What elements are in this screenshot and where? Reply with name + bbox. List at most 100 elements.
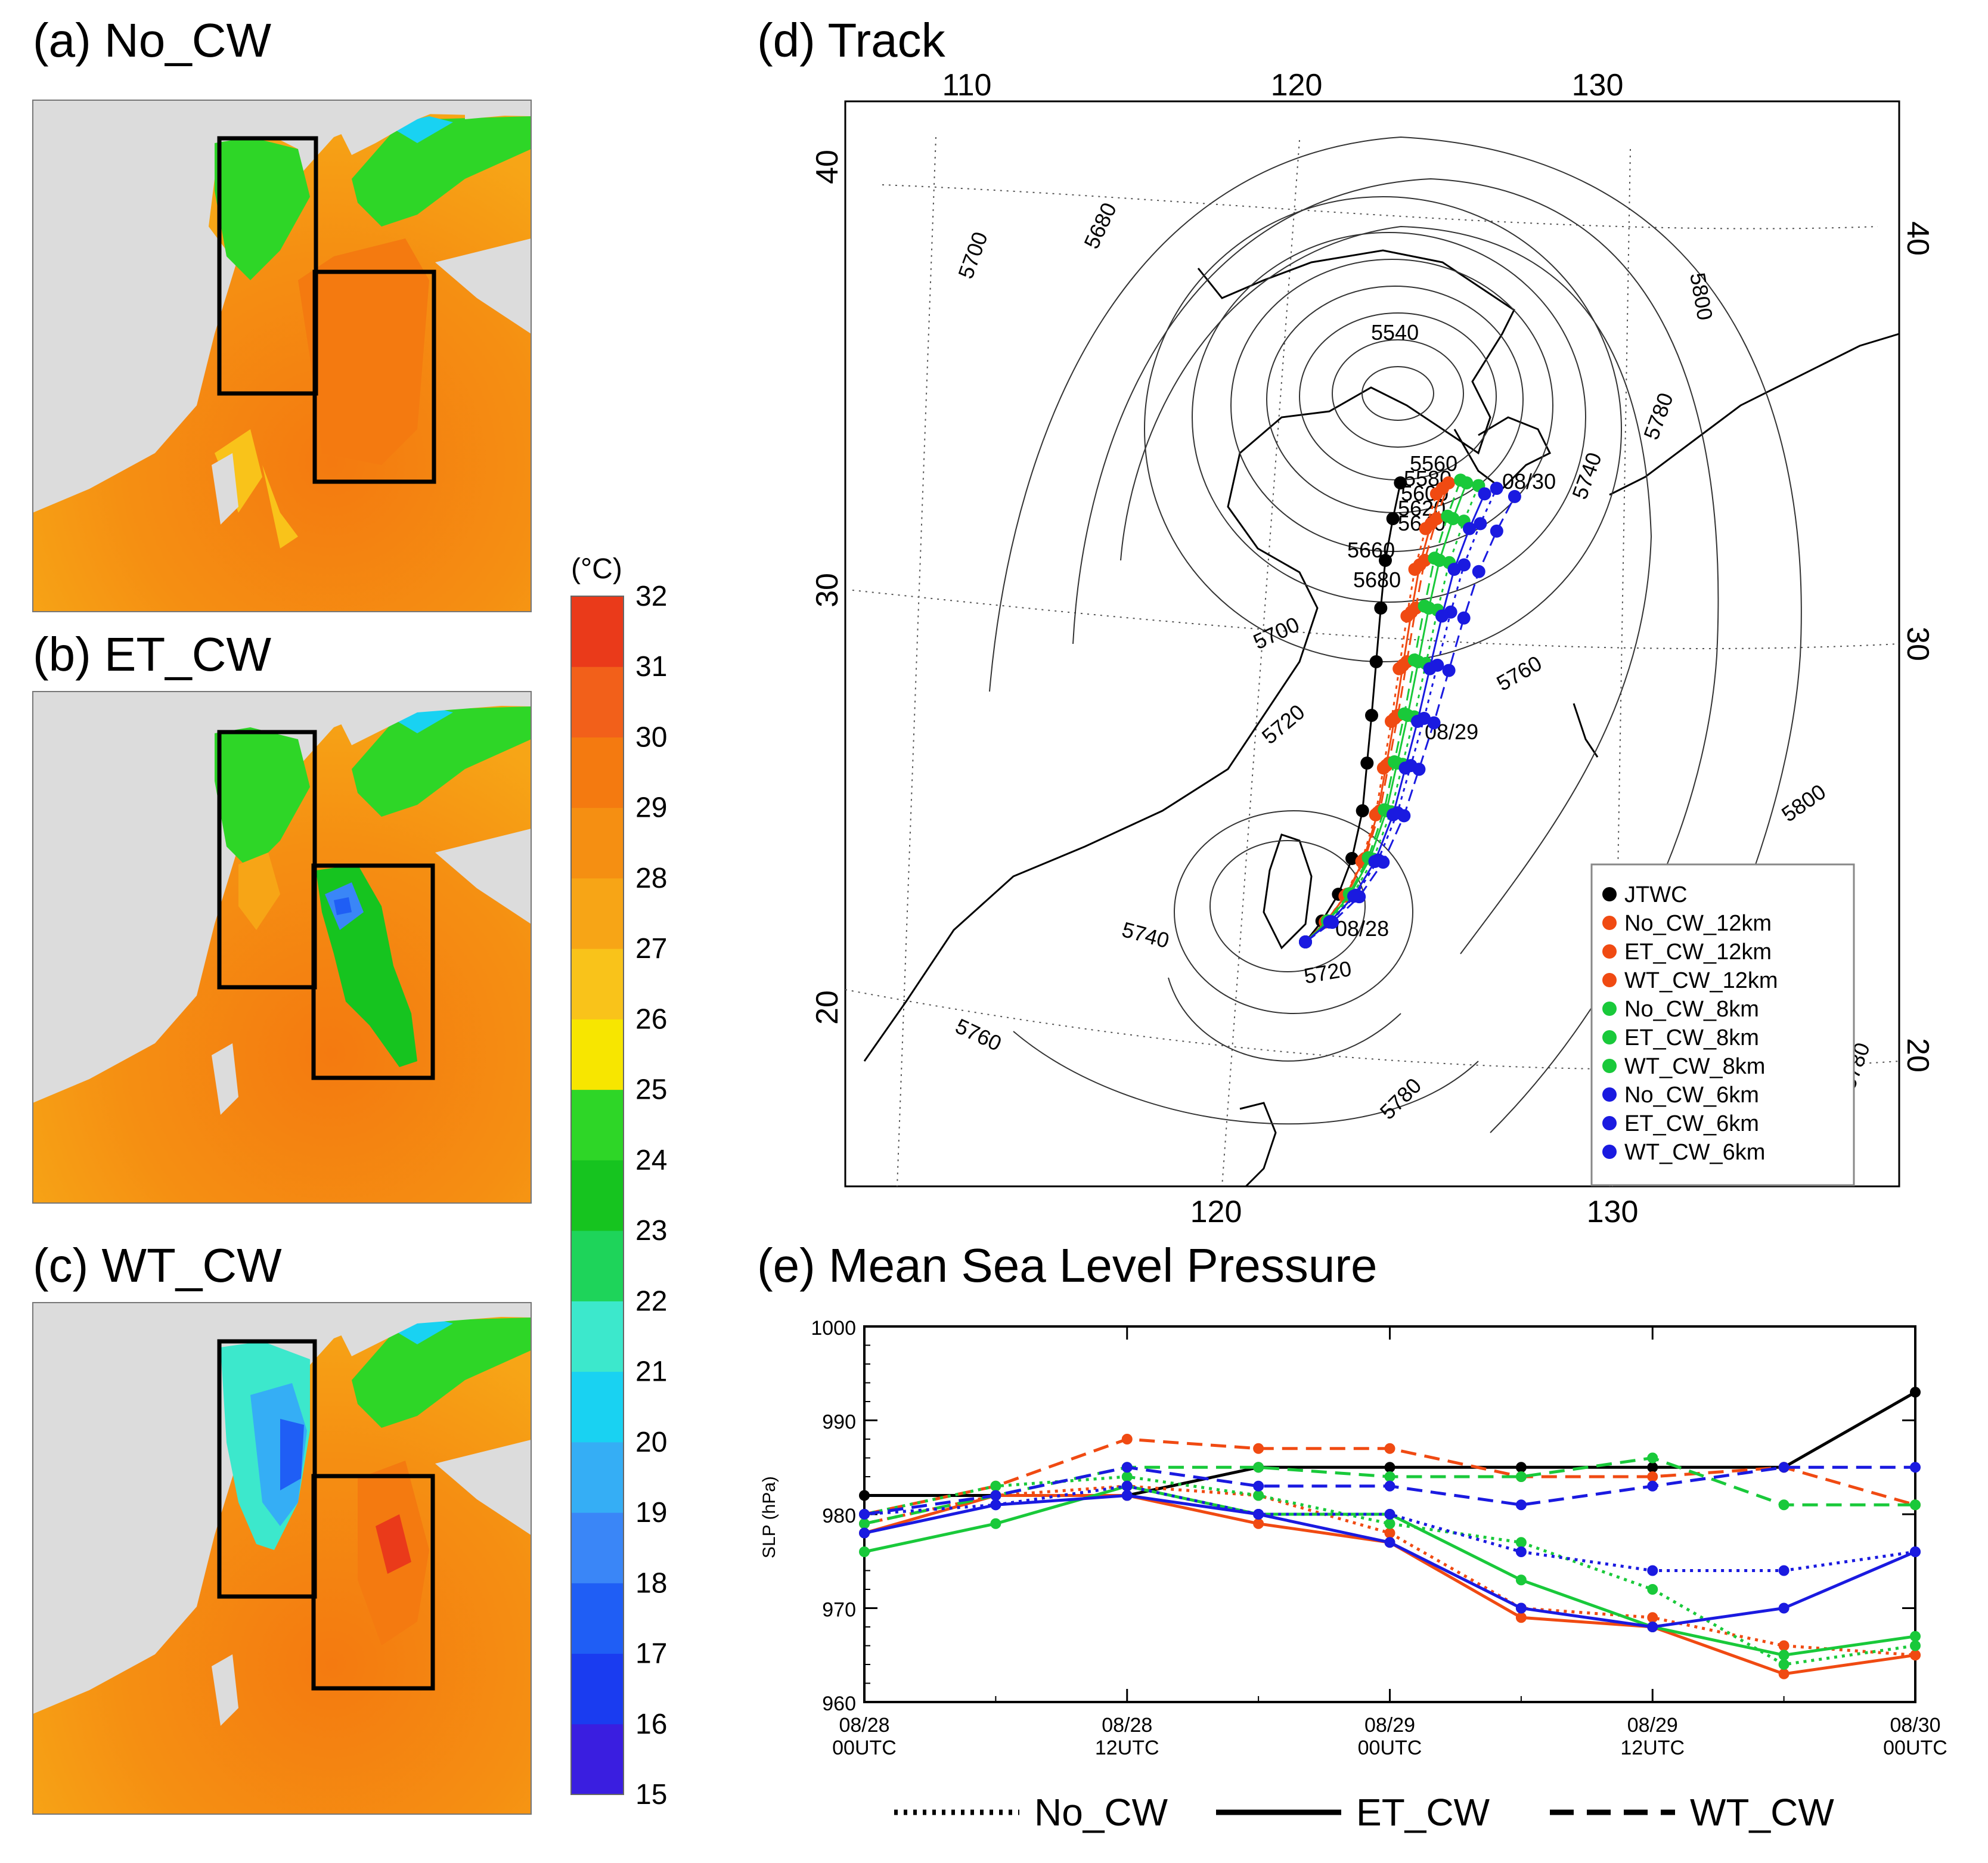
series-point xyxy=(990,1490,1001,1501)
colorbar-swatch xyxy=(571,1160,624,1231)
series-point xyxy=(1910,1546,1921,1557)
series-point xyxy=(1515,1574,1527,1586)
contour-label: 5560 xyxy=(1410,451,1457,476)
series-point xyxy=(1253,1462,1264,1473)
colorbar-tick-label: 24 xyxy=(635,1145,667,1176)
track-point xyxy=(1430,512,1443,525)
colorbar-swatch xyxy=(571,948,624,1019)
series-point xyxy=(990,1499,1001,1511)
series-point xyxy=(1910,1640,1921,1651)
track-legend-label: No_CW_8km xyxy=(1624,997,1759,1022)
line-style-legend: No_CW ET_CW WT_CW xyxy=(894,1791,1834,1834)
track-point xyxy=(1345,852,1359,865)
series-point xyxy=(1384,1518,1395,1529)
x-tick-label: 00UTC xyxy=(1883,1737,1947,1759)
series-point xyxy=(1515,1537,1527,1548)
lat-left-label: 30 xyxy=(810,573,845,607)
colorbar-unit: (°C) xyxy=(571,553,622,585)
colorbar-swatch xyxy=(571,1512,624,1583)
track-point xyxy=(1428,551,1441,565)
colorbar-tick-label: 25 xyxy=(635,1074,667,1106)
series-point xyxy=(859,1509,870,1520)
colorbar-tick-label: 28 xyxy=(635,863,667,894)
track-point xyxy=(1379,554,1392,567)
track-point xyxy=(1407,653,1421,667)
colorbar-swatch xyxy=(571,1019,624,1090)
series-point xyxy=(1647,1471,1658,1482)
colorbar-tick-label: 29 xyxy=(635,792,667,824)
track-legend-marker xyxy=(1602,944,1617,959)
series-point xyxy=(1384,1480,1395,1492)
panel-d-title: (d) Track xyxy=(757,14,946,67)
x-tick-label: 08/29 xyxy=(1364,1714,1415,1737)
series-point xyxy=(1515,1612,1527,1623)
series-point xyxy=(990,1480,1001,1492)
colorbar-tick-label: 32 xyxy=(635,581,667,612)
series-point xyxy=(1647,1622,1658,1632)
track-point xyxy=(1463,522,1476,535)
track-point xyxy=(1369,655,1383,668)
lat-right-label: 40 xyxy=(1900,221,1935,256)
box-c-west xyxy=(217,1339,317,1599)
series-point xyxy=(1515,1462,1527,1473)
y-tick-label: 980 xyxy=(822,1505,856,1527)
date-label: 08/30 xyxy=(1502,469,1556,494)
track-point xyxy=(1411,715,1424,728)
series-point xyxy=(1121,1434,1133,1444)
track-point xyxy=(1454,473,1468,487)
track-legend-label: No_CW_6km xyxy=(1624,1083,1759,1108)
lon-top-label: 120 xyxy=(1271,68,1323,103)
track-point xyxy=(1457,611,1471,625)
track-legend-box xyxy=(1590,863,1855,1186)
colorbar-tick-label: 21 xyxy=(635,1356,667,1388)
track-legend-marker xyxy=(1602,1030,1617,1044)
series-point xyxy=(1647,1480,1658,1492)
track-legend-marker xyxy=(1602,916,1617,930)
box-b-west xyxy=(217,730,317,990)
x-tick-label: 08/28 xyxy=(1102,1714,1152,1737)
series-point xyxy=(1910,1462,1921,1473)
series-point xyxy=(1778,1668,1789,1679)
x-tick-label: 00UTC xyxy=(1358,1737,1422,1759)
track-legend-label: ET_CW_6km xyxy=(1624,1111,1759,1136)
colorbar-tick-label: 22 xyxy=(635,1285,667,1317)
lat-left-label: 20 xyxy=(810,990,845,1025)
track-point xyxy=(1360,757,1374,770)
contour-label: 5540 xyxy=(1371,320,1419,345)
sst-map-b xyxy=(33,692,531,1203)
colorbar-swatch xyxy=(571,1089,624,1161)
track-legend-marker xyxy=(1602,1116,1617,1130)
series-point xyxy=(1647,1452,1658,1464)
series-point xyxy=(1515,1499,1527,1511)
x-tick-label: 00UTC xyxy=(832,1737,897,1759)
lon-top-label: 130 xyxy=(1572,68,1624,103)
series-point xyxy=(1647,1462,1658,1473)
series-point xyxy=(1910,1499,1921,1511)
track-legend-label: WT_CW_6km xyxy=(1624,1140,1765,1165)
series-point xyxy=(1384,1471,1395,1482)
track-legend-label: JTWC xyxy=(1624,882,1688,907)
track-legend-marker xyxy=(1602,1002,1617,1016)
mslp-chart: 960970980990100008/2800UTC08/2812UTC08/2… xyxy=(759,1317,1947,1759)
track-legend-marker xyxy=(1602,1087,1617,1102)
track-legend-label: No_CW_12km xyxy=(1624,911,1772,936)
colorbar-swatch xyxy=(571,667,624,737)
box-b-east xyxy=(311,863,435,1080)
series-point xyxy=(1778,1640,1789,1651)
panel-c-title: (c) WT_CW xyxy=(33,1239,282,1292)
series-point xyxy=(1121,1462,1133,1473)
series-point xyxy=(1121,1490,1133,1501)
series-point xyxy=(1647,1565,1658,1576)
y-tick-label: 990 xyxy=(822,1411,856,1434)
track-legend-label: WT_CW_12km xyxy=(1624,968,1778,993)
series-point xyxy=(1515,1546,1527,1557)
series-point xyxy=(1647,1612,1658,1623)
box-c-east xyxy=(311,1474,435,1691)
track-point xyxy=(1376,855,1390,869)
track-point xyxy=(1442,664,1456,677)
y-tick-label: 1000 xyxy=(811,1317,856,1340)
track-point xyxy=(1423,662,1437,675)
panel-a-title: (a) No_CW xyxy=(33,14,272,67)
box-a-east xyxy=(312,269,436,484)
x-tick-label: 08/30 xyxy=(1890,1714,1940,1737)
